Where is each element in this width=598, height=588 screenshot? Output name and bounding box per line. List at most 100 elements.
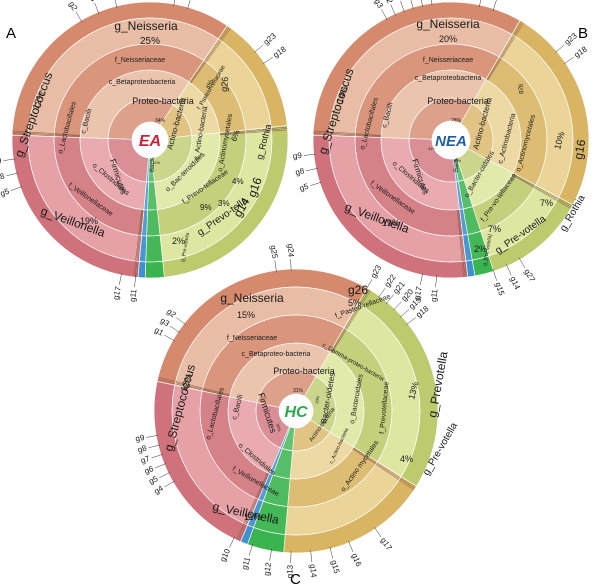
ring-outline — [53, 43, 247, 237]
minor-taxon-divider — [12, 132, 81, 137]
gene-label: g2 — [383, 0, 395, 5]
ring-outline — [354, 43, 548, 237]
a-pct-12: 12% — [152, 160, 160, 165]
gene-leader-line — [146, 435, 159, 438]
b-f-neisseriaceae-label: f_Neisseriaceae — [423, 57, 473, 64]
gene-label: g23 — [369, 263, 384, 280]
sunburst-segment[interactable] — [144, 261, 165, 279]
gene-leader-line — [248, 544, 253, 556]
ring-outline — [171, 286, 421, 536]
gene-leader-line — [518, 257, 526, 269]
a-pct-4: 4% — [232, 177, 244, 186]
gene-label: g12 — [262, 561, 273, 576]
gene-label: g9 — [0, 156, 3, 166]
c-prevotella-pct: 13% — [406, 381, 420, 401]
b-center-label: NEA — [435, 133, 467, 150]
c-pre-pct: 4% — [400, 454, 413, 464]
gene-label: g11 — [128, 288, 138, 302]
gene-leader-line — [310, 181, 322, 186]
a-g-neisseria-label: g_Neisseria — [114, 19, 178, 33]
gene-label: g5 — [298, 182, 310, 193]
sunburst-segment[interactable] — [145, 235, 164, 263]
minor-taxon-divider — [352, 448, 415, 489]
gene-leader-line — [164, 334, 175, 342]
panel-b-letter: B — [578, 25, 588, 42]
panel-c: C g_Neisseria 15% f_Neisseriaceae c_Beta… — [135, 244, 461, 588]
minor-taxon-divider — [237, 472, 269, 541]
a-neisseria-pct: 25% — [140, 36, 160, 47]
gene-leader-line — [420, 0, 423, 8]
minor-taxon-divider — [313, 133, 382, 138]
gene-leader-line — [159, 472, 171, 478]
c-g-neisseria-label: g_Neisseria — [220, 291, 284, 305]
gene-label: g1 — [153, 325, 166, 338]
gene-label: g24 — [286, 244, 295, 258]
gene-label: g5 — [0, 187, 11, 199]
gene-leader-line — [406, 317, 416, 326]
c-proteobacteria-pct: 31% — [293, 388, 304, 394]
gene-leader-line — [348, 540, 354, 553]
c-g26-pct: 5% — [348, 298, 361, 308]
minor-taxon-divider — [158, 376, 231, 396]
c-center-label: HC — [284, 404, 308, 421]
gene-label: g18 — [573, 44, 590, 59]
gene-label: g2 — [67, 0, 80, 13]
gene-leader-line — [114, 0, 118, 9]
a-center-label: EA — [139, 133, 161, 150]
gene-leader-line — [390, 4, 396, 16]
gene-label: g13 — [285, 564, 294, 578]
gene-label: g14 — [308, 564, 318, 579]
ring-outline — [153, 268, 439, 554]
a-proteobacteria-label: Proteo-bacteria — [132, 96, 194, 106]
minor-taxon-divider — [458, 209, 467, 278]
gene-leader-line — [262, 57, 273, 65]
gene-leader-line — [431, 0, 433, 6]
gene-label: g17 — [111, 285, 123, 300]
a-c-betaproteobacteria-label: c_Betaproteobacteria — [109, 79, 176, 86]
gene-leader-line — [148, 444, 161, 449]
c-firmicutes-pct: 35% — [275, 423, 282, 433]
gene-label: g5 — [147, 474, 159, 486]
minor-taxon-divider — [511, 174, 571, 209]
gene-label: g11 — [429, 288, 439, 302]
b-proteobacteria-pct: 28% — [451, 118, 462, 124]
c-c-betaproteobacteria-label: c_Betaproteo-bacteria — [242, 351, 311, 358]
minor-taxon-divider — [330, 288, 369, 353]
panel-a: A g_Neisseria 25% f_Neisseriaceae c_Beta… — [0, 0, 289, 302]
gene-leader-line — [506, 264, 512, 276]
a-center-badge: EA — [132, 122, 168, 158]
a-pct-2: 2% — [172, 236, 185, 246]
gene-leader-line — [254, 44, 264, 53]
gene-leader-line — [154, 463, 167, 469]
c-proteobacteria-label: Proteo-bacteria — [273, 366, 335, 376]
gene-label: g14 — [508, 275, 522, 291]
ring-outline — [107, 97, 193, 183]
minor-taxon-divider — [353, 447, 416, 488]
sunburst-segment[interactable] — [146, 209, 161, 237]
gene-leader-line — [329, 546, 334, 559]
gene-leader-line — [3, 158, 16, 161]
minor-taxon-divider — [134, 209, 143, 278]
gene-leader-line — [381, 9, 388, 21]
gene-leader-line — [563, 57, 574, 65]
gene-leader-line — [492, 0, 497, 11]
ring-outline — [328, 17, 574, 263]
minor-taxon-divider — [512, 173, 573, 207]
panel-b-sunburst — [312, 1, 590, 279]
b-g-rothia-pct: 7% — [540, 198, 553, 208]
gene-leader-line — [310, 550, 313, 563]
gene-leader-line — [169, 325, 181, 333]
minor-taxon-divider — [133, 209, 142, 278]
gene-label: g8 — [0, 171, 6, 182]
c-f-neisseriaceae-label: f_Neisseriaceae — [227, 335, 277, 342]
gene-leader-line — [555, 44, 565, 53]
panel-b-gene-labels: g3g2g6g7g8g1g25g24g23g18g5g8g9g27g14g15g… — [292, 0, 589, 302]
gene-label: g18 — [272, 44, 289, 59]
gene-leader-line — [400, 0, 405, 13]
panel-c-letter: C — [290, 571, 301, 588]
gene-leader-line — [151, 454, 163, 459]
panel-c-sunburst — [153, 268, 439, 554]
ring-outline — [79, 69, 221, 211]
gene-label: g3 — [87, 0, 99, 3]
